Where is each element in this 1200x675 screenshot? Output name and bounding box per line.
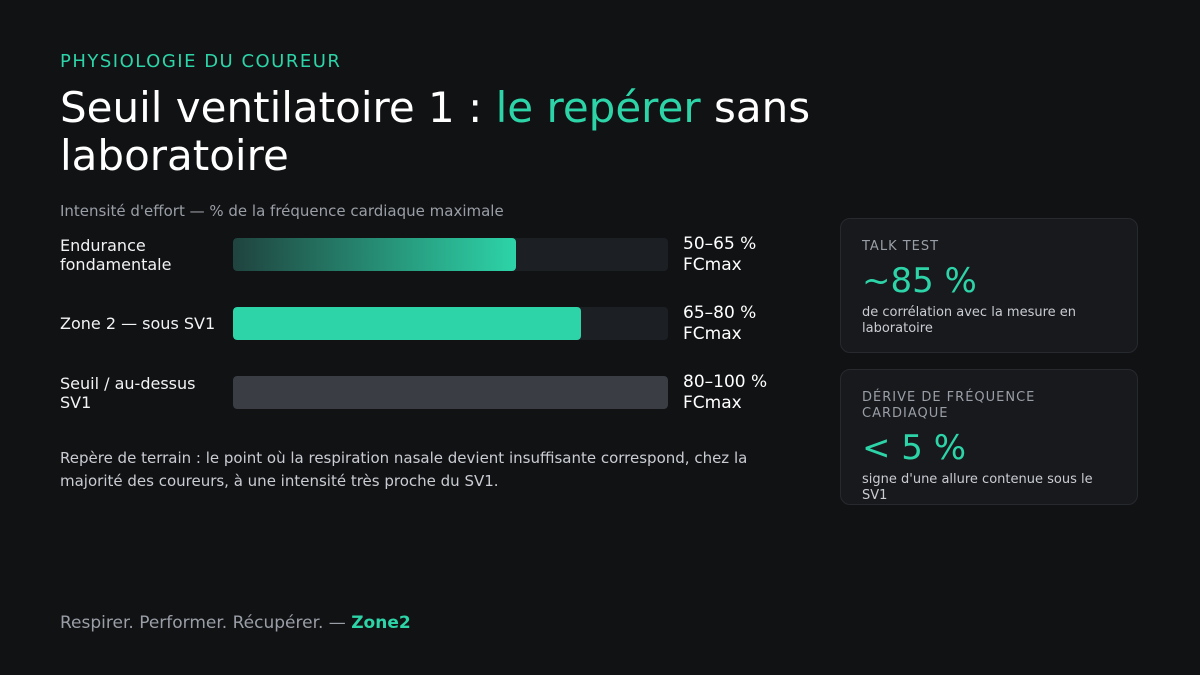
- range-label: 50–65 % FCmax: [683, 233, 757, 275]
- bar-track: [233, 238, 668, 271]
- bar: [233, 307, 581, 340]
- title-text: Seuil ventilatoire 1 :: [60, 83, 496, 132]
- card-caption: signe d'une allure contenue sous le SV1: [862, 472, 1093, 503]
- card-value: < 5 %: [862, 428, 967, 468]
- kicker: PHYSIOLOGIE DU COUREUR: [60, 51, 342, 72]
- card-label: TALK TEST: [862, 239, 940, 254]
- card-label: DÉRIVE DE FRÉQUENCE CARDIAQUE: [862, 390, 1036, 421]
- card-value: ~85 %: [862, 261, 977, 301]
- bar-track: [233, 307, 668, 340]
- range-label: 80–100 % FCmax: [683, 371, 768, 413]
- stat-card: TALK TEST ~85 % de corrélation avec la mes…: [840, 218, 1138, 353]
- title-highlight: le repérer: [495, 83, 701, 132]
- bar: [233, 376, 668, 409]
- footer-text: Respirer. Performer. Récupérer. —: [60, 613, 352, 633]
- bar: [233, 238, 516, 271]
- title-text: sans laboratoire: [60, 83, 811, 180]
- range-label: 65–80 % FCmax: [683, 302, 757, 344]
- chart-subtitle: Intensité d'effort — % de la fréquence c…: [60, 202, 504, 220]
- category-label: Zone 2 — sous SV1: [60, 314, 216, 333]
- brand: Zone2: [351, 613, 411, 633]
- stat-card: DÉRIVE DE FRÉQUENCE CARDIAQUE < 5 % signe …: [840, 369, 1138, 505]
- note: Repère de terrain : le point où la respi…: [60, 449, 748, 490]
- category-label: Endurance fondamentale: [60, 235, 172, 274]
- category-label: Seuil / au-dessus SV1: [60, 373, 196, 412]
- bar-track: [233, 376, 668, 409]
- card-caption: de corrélation avec la mesure en laborat…: [862, 305, 1077, 336]
- title: Seuil ventilatoire 1 : le repérer sans l…: [60, 84, 860, 180]
- footer: Respirer. Performer. Récupérer. — Zone2: [60, 613, 411, 633]
